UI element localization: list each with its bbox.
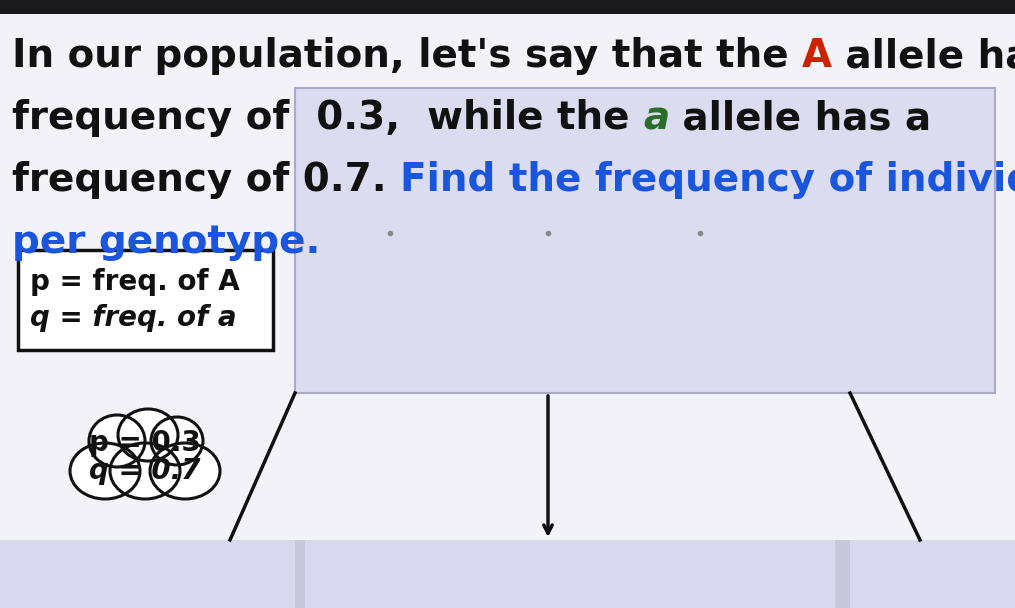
Text: a: a — [642, 99, 669, 137]
Bar — [0, 540, 1015, 608]
Text: p = freq. of A: p = freq. of A — [30, 268, 240, 296]
Ellipse shape — [151, 417, 203, 465]
Bar — [850, 540, 1015, 608]
Text: A: A — [802, 37, 832, 75]
Bar — [0, 0, 1015, 14]
Text: q = 0.7: q = 0.7 — [89, 457, 201, 485]
Ellipse shape — [110, 443, 180, 499]
Text: q = freq. of a: q = freq. of a — [30, 304, 236, 332]
Bar — [295, 88, 995, 393]
Bar — [304, 540, 835, 608]
Ellipse shape — [89, 415, 145, 467]
Bar — [0, 540, 295, 608]
Text: per genotype.: per genotype. — [12, 223, 321, 261]
Ellipse shape — [118, 409, 178, 461]
Text: Find the frequency of individuals: Find the frequency of individuals — [400, 161, 1015, 199]
Bar — [18, 250, 273, 350]
Ellipse shape — [70, 443, 140, 499]
Text: allele has a: allele has a — [669, 99, 932, 137]
Text: allele has a: allele has a — [832, 37, 1015, 75]
Ellipse shape — [150, 443, 220, 499]
Text: frequency of  0.3,  while the: frequency of 0.3, while the — [12, 99, 642, 137]
Text: frequency of 0.7.: frequency of 0.7. — [12, 161, 400, 199]
Text: p = 0.3: p = 0.3 — [89, 429, 201, 457]
Text: In our population, let's say that the: In our population, let's say that the — [12, 37, 802, 75]
